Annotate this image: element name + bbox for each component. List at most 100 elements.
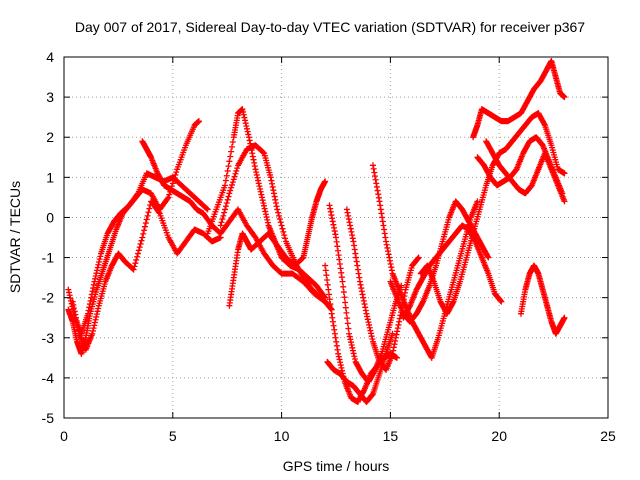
- data-point: [340, 283, 347, 290]
- data-point: [391, 341, 398, 348]
- data-point: [366, 324, 373, 331]
- data-point: [137, 240, 144, 247]
- data-point: [225, 163, 232, 170]
- data-point: [344, 209, 351, 216]
- data-point: [339, 278, 346, 285]
- data-point: [355, 270, 362, 277]
- data-point: [375, 191, 382, 198]
- data-point: [222, 203, 229, 210]
- series-arc-15: [417, 110, 568, 317]
- data-point: [368, 330, 375, 337]
- data-point: [541, 120, 548, 127]
- data-point: [268, 177, 275, 184]
- data-point: [271, 193, 278, 200]
- data-point: [358, 285, 365, 292]
- data-point: [396, 315, 403, 322]
- data-point: [195, 118, 202, 125]
- data-point: [260, 202, 267, 209]
- data-point: [230, 176, 237, 183]
- data-point: [259, 197, 266, 204]
- data-point: [85, 307, 92, 314]
- data-point: [239, 106, 246, 113]
- data-point: [329, 318, 336, 325]
- data-point: [337, 359, 344, 366]
- data-point: [336, 256, 343, 263]
- data-point: [363, 310, 370, 317]
- data-point: [134, 191, 141, 198]
- y-tick-label: -4: [42, 370, 55, 386]
- data-point: [348, 341, 355, 348]
- data-point: [561, 94, 568, 101]
- data-point: [270, 187, 277, 194]
- data-point: [276, 216, 283, 223]
- data-point: [396, 318, 403, 325]
- data-point: [95, 305, 102, 312]
- y-tick-label: 4: [46, 49, 54, 65]
- data-point: [253, 171, 260, 178]
- data-point: [360, 388, 367, 395]
- data-point: [275, 212, 282, 219]
- data-point: [93, 270, 100, 277]
- data-point: [334, 247, 341, 254]
- data-point: [141, 223, 148, 230]
- data-point: [74, 324, 81, 331]
- data-point: [228, 184, 235, 191]
- data-point: [329, 314, 336, 321]
- points-layer: [65, 58, 568, 405]
- data-point: [228, 148, 235, 155]
- data-point: [330, 221, 337, 228]
- data-point: [275, 209, 282, 216]
- y-axis-title: SDTVAR / TECUs: [7, 181, 23, 293]
- data-point: [255, 177, 262, 184]
- data-point: [322, 178, 329, 185]
- x-tick-label: 15: [383, 428, 399, 444]
- data-point: [344, 315, 351, 322]
- data-point: [371, 173, 378, 180]
- data-point: [258, 191, 265, 198]
- data-point: [331, 326, 338, 333]
- data-point: [347, 222, 354, 229]
- data-point: [383, 238, 390, 245]
- data-point: [325, 286, 332, 293]
- series-arc-7: [226, 178, 329, 309]
- data-point: [377, 202, 384, 209]
- data-point: [75, 327, 82, 334]
- data-point: [74, 321, 81, 328]
- data-point: [228, 181, 235, 188]
- data-point: [71, 308, 78, 315]
- data-point: [394, 325, 401, 332]
- data-point: [329, 215, 336, 222]
- series-arc-3: [69, 198, 224, 353]
- data-point: [94, 267, 101, 274]
- data-point: [259, 194, 266, 201]
- data-point: [138, 237, 145, 244]
- data-point: [372, 176, 379, 183]
- data-point: [361, 301, 368, 308]
- data-point: [326, 291, 333, 298]
- data-point: [356, 274, 363, 281]
- data-point: [342, 299, 349, 306]
- data-point: [394, 328, 401, 335]
- data-point: [86, 301, 93, 308]
- data-point: [269, 180, 276, 187]
- data-point: [91, 322, 98, 329]
- data-point: [328, 212, 335, 219]
- data-point: [146, 205, 153, 212]
- data-point: [241, 114, 248, 121]
- data-point: [349, 232, 356, 239]
- series-arc-16: [470, 58, 568, 141]
- data-point: [245, 134, 252, 141]
- data-point: [256, 183, 263, 190]
- data-point: [251, 163, 258, 170]
- data-point: [388, 267, 395, 274]
- data-point: [351, 356, 358, 363]
- data-point: [272, 200, 279, 207]
- data-point: [94, 308, 101, 315]
- data-point: [96, 256, 103, 263]
- data-point: [173, 169, 180, 176]
- data-point: [267, 174, 274, 181]
- data-point: [324, 277, 331, 284]
- data-point: [338, 364, 345, 371]
- data-point: [227, 153, 234, 160]
